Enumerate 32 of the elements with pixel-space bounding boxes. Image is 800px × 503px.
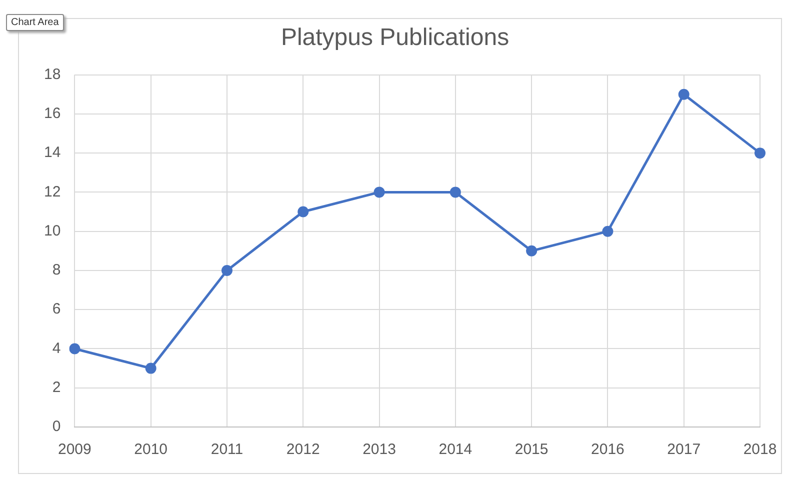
- point: [526, 245, 538, 256]
- y-tick-label: 2: [52, 379, 61, 396]
- point: [221, 264, 232, 276]
- x-tick-label: 2015: [514, 441, 548, 458]
- x-tick-label: 2014: [438, 441, 472, 458]
- text: Chart Area: [6, 14, 64, 31]
- x-tick-label: 2016: [591, 441, 624, 458]
- point: [145, 362, 156, 374]
- y-tick-label: 6: [52, 300, 61, 318]
- x-tick-label: 2013: [362, 441, 396, 458]
- x-tick-label: 2018: [743, 441, 777, 458]
- point: [678, 88, 690, 100]
- x-tick-label: 2012: [286, 441, 320, 458]
- point: [754, 148, 766, 159]
- chart-title: Platypus Publications: [280, 24, 510, 52]
- point: [298, 206, 309, 218]
- x-tick-label: 2017: [667, 441, 701, 458]
- point: [450, 186, 461, 198]
- x-tick-label: 2009: [58, 441, 92, 458]
- y-tick-label: 8: [52, 262, 61, 279]
- point: [602, 226, 614, 237]
- x-tick-label: 2011: [210, 441, 244, 458]
- y-tick-label: 14: [44, 144, 61, 162]
- point: [374, 186, 385, 198]
- y-tick-label: 12: [44, 183, 61, 200]
- point: [69, 343, 80, 354]
- y-tick-label: 4: [52, 340, 61, 357]
- y-tick-label: 10: [44, 222, 61, 240]
- y-tick-label: 16: [44, 105, 61, 122]
- x-tick-label: 2010: [134, 441, 168, 458]
- y-tick-label: 0: [52, 418, 61, 436]
- y-tick-label: 18: [44, 66, 61, 83]
